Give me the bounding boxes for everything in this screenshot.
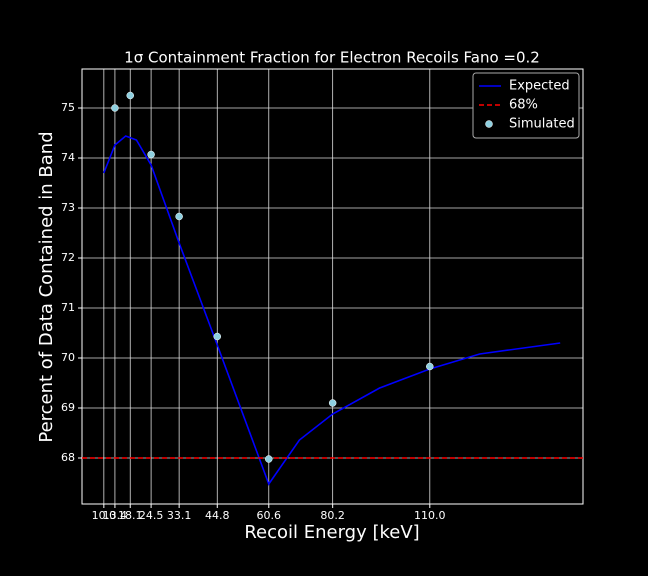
x-tick-label: 10.0: [92, 509, 117, 522]
x-tick-label: 18.1: [118, 509, 143, 522]
y-tick-label: 71: [61, 301, 75, 314]
line: [103, 135, 561, 486]
point: [426, 362, 434, 371]
x-tick-label: 33.1: [167, 509, 192, 522]
y-tick-label: 69: [61, 401, 75, 414]
point: [126, 91, 134, 100]
legend-label: Expected: [509, 79, 570, 94]
x-tick-label: 80.2: [320, 509, 345, 522]
y-tick-label: 72: [61, 251, 75, 264]
y-axis-label: Percent of Data Contained in Band: [36, 131, 57, 442]
x-tick-label: 110.0: [414, 509, 446, 522]
legend-marker: [485, 120, 493, 128]
legend-label: 68%: [509, 98, 538, 113]
x-tick-label: 24.5: [139, 509, 164, 522]
x-tick-label: 13.4: [103, 509, 128, 522]
point: [111, 104, 119, 112]
plot-frame: [81, 68, 584, 505]
chart-title: 1σ Containment Fraction for Electron Rec…: [124, 49, 540, 67]
y-tick-label: 75: [61, 101, 75, 114]
x-axis-label: Recoil Energy [keV]: [244, 522, 419, 543]
point: [328, 399, 337, 407]
y-tick-label: 73: [61, 201, 75, 214]
point: [213, 332, 222, 341]
point: [147, 150, 155, 159]
y-tick-label: 68: [61, 451, 75, 464]
x-tick-label: 44.8: [205, 509, 230, 522]
legend-box: [472, 72, 580, 139]
y-tick-label: 70: [61, 351, 75, 364]
point: [175, 212, 183, 221]
y-tick-label: 74: [61, 151, 75, 164]
legend-label: Simulated: [509, 117, 575, 132]
x-tick-label: 60.6: [257, 509, 282, 522]
point: [265, 455, 273, 463]
